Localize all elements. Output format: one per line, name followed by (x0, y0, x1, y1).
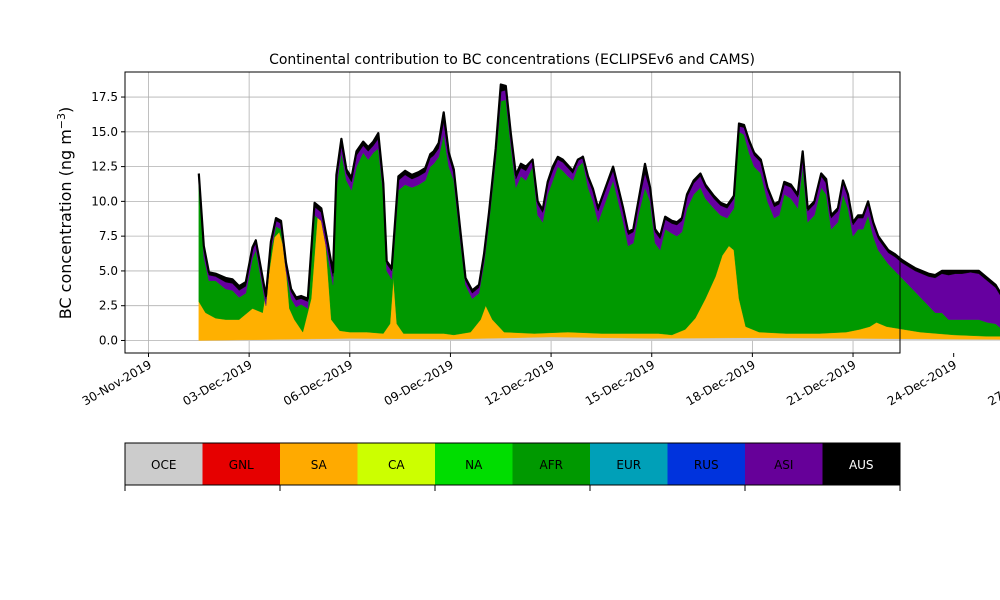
y-axis: 0.0 2.5 5.0 7.5 10.0 12.5 15.0 17.5 (91, 90, 125, 347)
legend-swatch-rus (667, 443, 745, 485)
legend-label-eur: EUR (616, 458, 641, 472)
y-tick-label: 2.5 (99, 299, 118, 313)
y-tick-label: 5.0 (99, 264, 118, 278)
legend-label-afr: AFR (540, 458, 563, 472)
legend-swatch-aus (822, 443, 900, 485)
chart-title: Continental contribution to BC concentra… (269, 52, 755, 68)
legend-swatch-ca (357, 443, 435, 485)
total-outline (197, 83, 1000, 300)
legend-label-sa: SA (311, 458, 328, 472)
legend-swatch-asi (745, 443, 823, 485)
y-tick-label: 12.5 (91, 160, 118, 174)
y-axis-label: BC concentration (ng m−3) (55, 107, 76, 320)
legend-colorbar: OCE GNL SA CA NA AFR EUR RUS ASI AUS (124, 442, 901, 491)
legend-label-aus: AUS (849, 458, 874, 472)
plot-frame (124, 71, 901, 354)
legend-swatch-na (435, 443, 513, 485)
legend-label-ca: CA (388, 458, 405, 472)
legend-label-asi: ASI (774, 458, 793, 472)
y-tick-label: 0.0 (99, 333, 118, 347)
y-tick-label: 15.0 (91, 125, 118, 139)
y-tick-label: 10.0 (91, 194, 118, 208)
legend-swatch-sa (280, 443, 358, 485)
legend-label-oce: OCE (151, 458, 176, 472)
total-outline-line (197, 83, 1000, 300)
legend-swatch-eur (590, 443, 668, 485)
legend-swatch-afr (512, 443, 590, 485)
legend-frame (124, 442, 901, 486)
legend-label-rus: RUS (694, 458, 719, 472)
y-tick-label: 7.5 (99, 229, 118, 243)
y-axis-label-exponent: −3 (55, 113, 68, 129)
legend-label-na: NA (465, 458, 483, 472)
y-tick-label: 17.5 (91, 90, 118, 104)
legend-label-gnl: GNL (229, 458, 254, 472)
y-axis-label-close: ) (56, 107, 75, 113)
legend-swatch-oce (125, 443, 203, 485)
y-axis-label-text: BC concentration (ng m (56, 129, 75, 319)
legend-swatch-gnl (202, 443, 280, 485)
